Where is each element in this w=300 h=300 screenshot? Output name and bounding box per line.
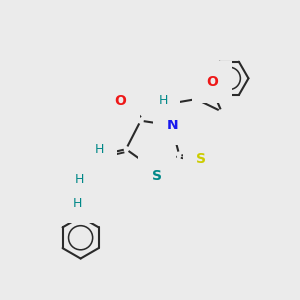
Text: H: H	[75, 173, 85, 187]
Text: O: O	[115, 94, 127, 108]
Text: H: H	[95, 143, 104, 157]
Text: H: H	[73, 197, 82, 210]
Text: O: O	[206, 75, 218, 89]
Text: H: H	[158, 94, 168, 107]
Text: N: N	[167, 118, 178, 131]
Text: S: S	[196, 152, 206, 166]
Text: S: S	[152, 169, 162, 183]
